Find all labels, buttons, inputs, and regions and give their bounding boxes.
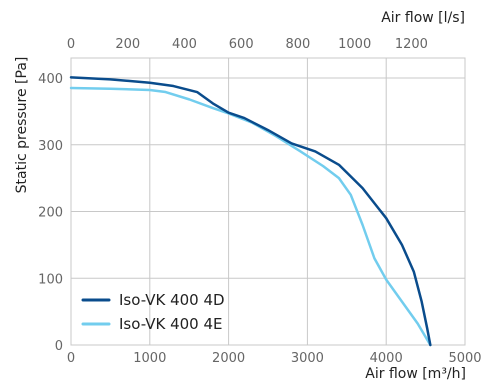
bottom-axis-title: Air flow [m³/h] (365, 366, 466, 382)
top-tick-label: 600 (229, 37, 254, 52)
series-line-4d (69, 76, 432, 347)
top-axis-title: Air flow [l/s] (381, 10, 465, 26)
top-tick-label: 1200 (395, 37, 428, 52)
y-tick-label: 100 (38, 272, 63, 287)
bottom-tick-label: 0 (67, 351, 75, 366)
series-line-4e (69, 86, 432, 347)
bottom-tick-label: 3000 (291, 351, 324, 366)
top-tick-label: 800 (286, 37, 311, 52)
y-tick-label: 400 (38, 72, 63, 87)
top-tick-label: 0 (67, 37, 75, 52)
y-tick-label: 200 (38, 206, 63, 221)
series-lines (69, 76, 432, 347)
y-tick-label: 0 (55, 339, 63, 354)
legend-label-4d: Iso-VK 400 4D (119, 291, 225, 309)
bottom-tick-label: 4000 (370, 351, 403, 366)
top-tick-label: 1000 (338, 37, 371, 52)
y-tick-label: 300 (38, 139, 63, 154)
legend: Iso-VK 400 4D Iso-VK 400 4E (81, 291, 225, 333)
bottom-tick-label: 5000 (448, 351, 481, 366)
bottom-tick-label: 2000 (212, 351, 245, 366)
plot-frame (70, 57, 466, 346)
top-tick-label: 400 (172, 37, 197, 52)
grid (70, 57, 466, 346)
bottom-tick-label: 1000 (133, 351, 166, 366)
legend-label-4e: Iso-VK 400 4E (119, 315, 223, 333)
y-axis-title: Static pressure [Pa] (14, 57, 30, 194)
top-tick-label: 200 (115, 37, 140, 52)
